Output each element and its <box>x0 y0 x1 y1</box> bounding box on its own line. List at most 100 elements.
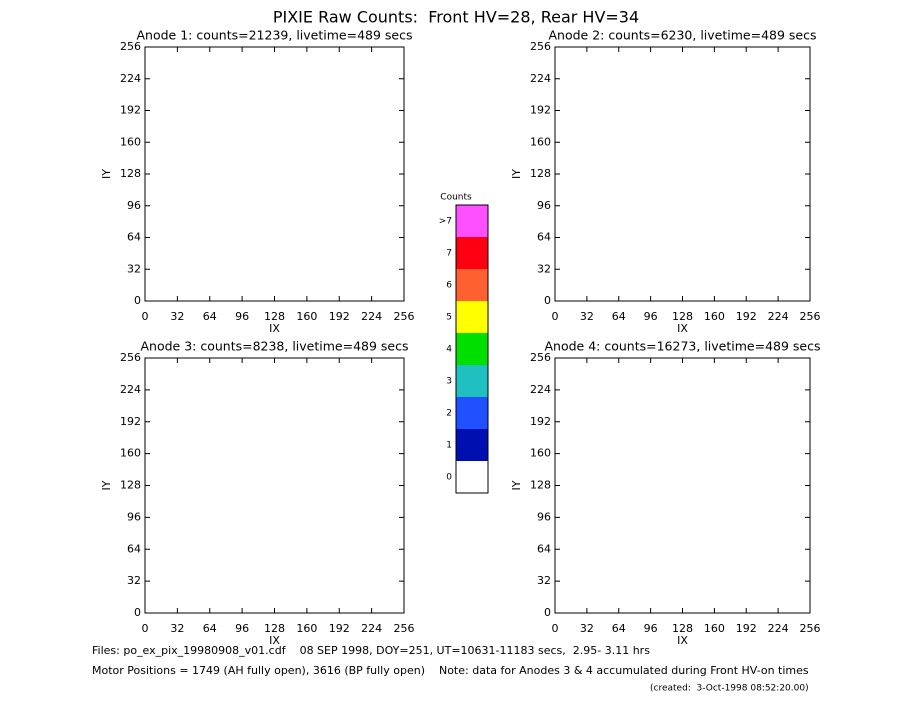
y-tick-label: 192 <box>530 104 551 117</box>
x-tick-label: 224 <box>361 622 382 635</box>
x-tick-label: 160 <box>704 310 725 323</box>
x-tick-label: 224 <box>361 310 382 323</box>
y-axis-label: IY <box>510 169 523 179</box>
colorbar-label: 0 <box>446 473 452 483</box>
x-tick-label: 224 <box>768 310 789 323</box>
y-tick-label: 0 <box>544 606 551 619</box>
colorbar-label: >7 <box>439 217 452 227</box>
x-tick-label: 128 <box>672 622 693 635</box>
x-axis-label: IX <box>269 634 280 647</box>
y-tick-label: 96 <box>537 510 551 523</box>
y-tick-label: 160 <box>530 135 551 148</box>
colorbar-label: 7 <box>446 249 452 259</box>
x-tick-label: 0 <box>552 310 559 323</box>
y-tick-label: 192 <box>120 415 141 428</box>
x-tick-label: 128 <box>264 310 285 323</box>
y-tick-label: 0 <box>544 294 551 307</box>
colorbar-label: 4 <box>446 345 452 355</box>
plot-area <box>554 357 811 614</box>
x-tick-label: 256 <box>800 622 821 635</box>
y-tick-label: 128 <box>120 167 141 180</box>
x-tick-label: 128 <box>264 622 285 635</box>
colorbar-label: 3 <box>446 377 452 387</box>
colorbar-label: 2 <box>446 409 452 419</box>
colorbar-title: Counts <box>440 193 472 203</box>
x-tick-label: 192 <box>736 622 757 635</box>
y-tick-label: 224 <box>120 72 141 85</box>
plot-area <box>144 46 405 302</box>
x-tick-label: 160 <box>704 622 725 635</box>
y-axis-label: IY <box>100 169 113 179</box>
y-tick-label: 96 <box>537 199 551 212</box>
colorbar-box <box>456 461 488 493</box>
panel-title: Anode 3: counts=8238, livetime=489 secs <box>140 339 408 354</box>
x-tick-label: 0 <box>142 310 149 323</box>
x-tick-label: 64 <box>203 622 217 635</box>
y-tick-label: 128 <box>120 479 141 492</box>
x-tick-label: 96 <box>644 310 658 323</box>
y-tick-label: 256 <box>530 351 551 364</box>
y-tick-label: 32 <box>127 574 141 587</box>
y-tick-label: 32 <box>537 574 551 587</box>
x-tick-label: 96 <box>644 622 658 635</box>
footer-motor: Motor Positions = 1749 (AH fully open), … <box>92 664 809 677</box>
x-axis-label: IX <box>677 322 688 335</box>
y-tick-label: 64 <box>537 231 551 244</box>
colorbar-box <box>456 333 488 365</box>
colorbar-box <box>456 429 488 461</box>
y-tick-label: 256 <box>530 40 551 53</box>
footer-created: (created: 3-Oct-1998 08:52:20.00) <box>650 684 809 694</box>
y-tick-label: 64 <box>127 542 141 555</box>
x-tick-label: 256 <box>800 310 821 323</box>
y-tick-label: 160 <box>120 135 141 148</box>
x-tick-label: 192 <box>736 310 757 323</box>
y-tick-label: 192 <box>120 104 141 117</box>
y-tick-label: 32 <box>127 262 141 275</box>
x-tick-label: 128 <box>672 310 693 323</box>
x-axis-label: IX <box>677 634 688 647</box>
x-tick-label: 256 <box>394 310 415 323</box>
y-tick-label: 256 <box>120 351 141 364</box>
x-tick-label: 160 <box>296 310 317 323</box>
y-tick-label: 224 <box>530 383 551 396</box>
x-tick-label: 256 <box>394 622 415 635</box>
y-tick-label: 160 <box>530 447 551 460</box>
y-tick-label: 192 <box>530 415 551 428</box>
y-tick-label: 128 <box>530 479 551 492</box>
x-tick-label: 64 <box>203 310 217 323</box>
y-tick-label: 96 <box>127 510 141 523</box>
y-tick-label: 0 <box>134 294 141 307</box>
x-tick-label: 32 <box>170 310 184 323</box>
colorbar-box <box>456 397 488 429</box>
y-tick-label: 64 <box>537 542 551 555</box>
colorbar-box <box>456 365 488 397</box>
x-tick-label: 160 <box>296 622 317 635</box>
colorbar-box <box>456 269 488 301</box>
colorbar-box <box>456 237 488 269</box>
x-tick-label: 0 <box>552 622 559 635</box>
y-axis-label: IY <box>510 480 523 490</box>
x-tick-label: 192 <box>329 310 350 323</box>
y-tick-label: 64 <box>127 231 141 244</box>
y-tick-label: 160 <box>120 447 141 460</box>
x-tick-label: 64 <box>612 622 626 635</box>
y-tick-label: 96 <box>127 199 141 212</box>
x-tick-label: 224 <box>768 622 789 635</box>
colorbar-label: 5 <box>446 313 452 323</box>
x-tick-label: 96 <box>235 310 249 323</box>
plot-area <box>144 357 405 614</box>
figure-title: PIXIE Raw Counts: Front HV=28, Rear HV=3… <box>273 8 639 27</box>
x-tick-label: 32 <box>580 622 594 635</box>
y-tick-label: 224 <box>530 72 551 85</box>
y-axis-label: IY <box>100 480 113 490</box>
panel-title: Anode 1: counts=21239, livetime=489 secs <box>137 28 413 43</box>
x-tick-label: 96 <box>235 622 249 635</box>
plot-area <box>554 46 811 302</box>
colorbar-frame <box>455 204 489 494</box>
x-axis-label: IX <box>269 322 280 335</box>
colorbar-box <box>456 205 488 237</box>
y-tick-label: 32 <box>537 262 551 275</box>
x-tick-label: 32 <box>580 310 594 323</box>
panel-title: Anode 4: counts=16273, livetime=489 secs <box>545 339 821 354</box>
